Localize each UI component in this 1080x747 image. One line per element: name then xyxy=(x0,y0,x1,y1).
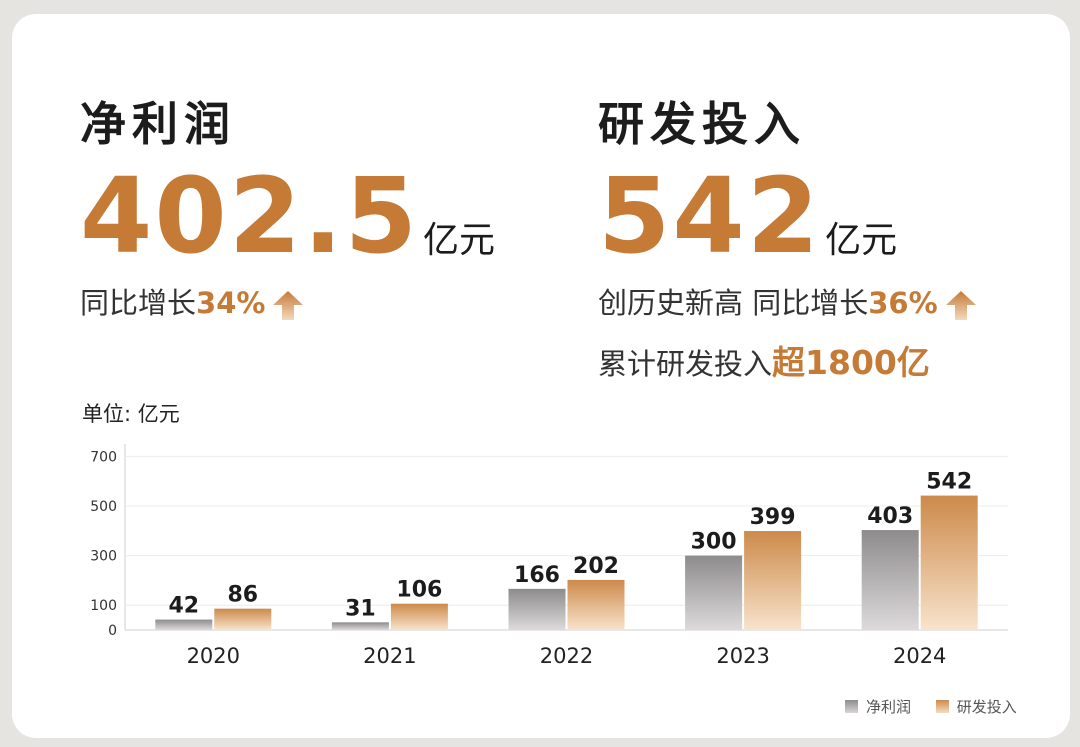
x-tick-label: 2024 xyxy=(893,644,946,668)
profit-value-row: 402.5 亿元 xyxy=(80,164,495,268)
data-label: 31 xyxy=(345,596,376,621)
data-label: 403 xyxy=(867,504,913,529)
y-tick-label: 700 xyxy=(90,449,117,465)
bar xyxy=(861,530,919,630)
legend-item-rnd: 研发投入 xyxy=(935,696,1017,717)
rnd-cumulative-line: 累计研发投入超1800亿 xyxy=(598,336,978,384)
rnd-value-row: 542 亿元 xyxy=(598,164,978,268)
data-label: 399 xyxy=(750,505,796,530)
legend: 净利润 研发投入 xyxy=(845,696,1037,717)
data-label: 166 xyxy=(514,563,560,588)
rnd-record-text: 创历史新高 同比增长 xyxy=(598,286,869,320)
bar xyxy=(920,495,978,630)
x-tick-label: 2022 xyxy=(540,644,593,668)
profit-value: 402.5 xyxy=(80,155,419,277)
rnd-kpi: 研发投入 542 亿元 创历史新高 同比增长36% 累计研发投入超1800亿 xyxy=(598,88,978,384)
legend-item-profit: 净利润 xyxy=(845,696,911,717)
bar xyxy=(567,579,625,630)
bar xyxy=(390,603,448,630)
legend-swatch-rnd xyxy=(935,700,949,713)
data-label: 202 xyxy=(573,554,619,579)
profit-growth-value: 34% xyxy=(196,286,266,320)
rnd-value: 542 xyxy=(598,155,822,277)
data-label: 42 xyxy=(168,594,199,619)
data-label: 542 xyxy=(926,470,972,495)
x-tick-label: 2020 xyxy=(187,644,240,668)
bar xyxy=(508,588,566,630)
up-arrow-icon xyxy=(945,291,976,320)
y-tick-label: 500 xyxy=(90,499,117,515)
bar xyxy=(214,608,272,630)
profit-growth-prefix: 同比增长 xyxy=(80,286,197,320)
legend-label-rnd: 研发投入 xyxy=(956,698,1017,716)
bar xyxy=(331,622,389,630)
bar xyxy=(155,619,213,630)
bar xyxy=(685,555,743,630)
profit-growth-line: 同比增长34% xyxy=(80,280,495,322)
rnd-title: 研发投入 xyxy=(598,97,806,151)
y-tick-label: 0 xyxy=(108,623,117,639)
legend-label-profit: 净利润 xyxy=(866,698,912,716)
x-tick-label: 2021 xyxy=(363,644,416,668)
rnd-cumulative-value: 超1800亿 xyxy=(772,343,930,382)
profit-kpi: 净利润 402.5 亿元 同比增长34% xyxy=(80,88,495,322)
unit-label: 单位: 亿元 xyxy=(82,402,180,426)
data-label: 300 xyxy=(691,530,737,555)
data-label: 86 xyxy=(227,583,258,608)
legend-swatch-profit xyxy=(845,700,858,713)
profit-unit: 亿元 xyxy=(422,220,495,261)
rnd-growth-line: 创历史新高 同比增长36% xyxy=(598,280,978,322)
rnd-unit: 亿元 xyxy=(825,220,898,261)
y-tick-label: 100 xyxy=(90,598,117,614)
data-label: 106 xyxy=(396,578,442,603)
rnd-growth-value: 36% xyxy=(868,286,938,320)
y-tick-label: 300 xyxy=(90,549,117,565)
bar xyxy=(744,531,802,630)
profit-title: 净利润 xyxy=(80,97,236,151)
up-arrow-icon xyxy=(273,291,304,320)
x-tick-label: 2023 xyxy=(716,644,769,668)
rnd-cumulative-prefix: 累计研发投入 xyxy=(598,347,773,381)
